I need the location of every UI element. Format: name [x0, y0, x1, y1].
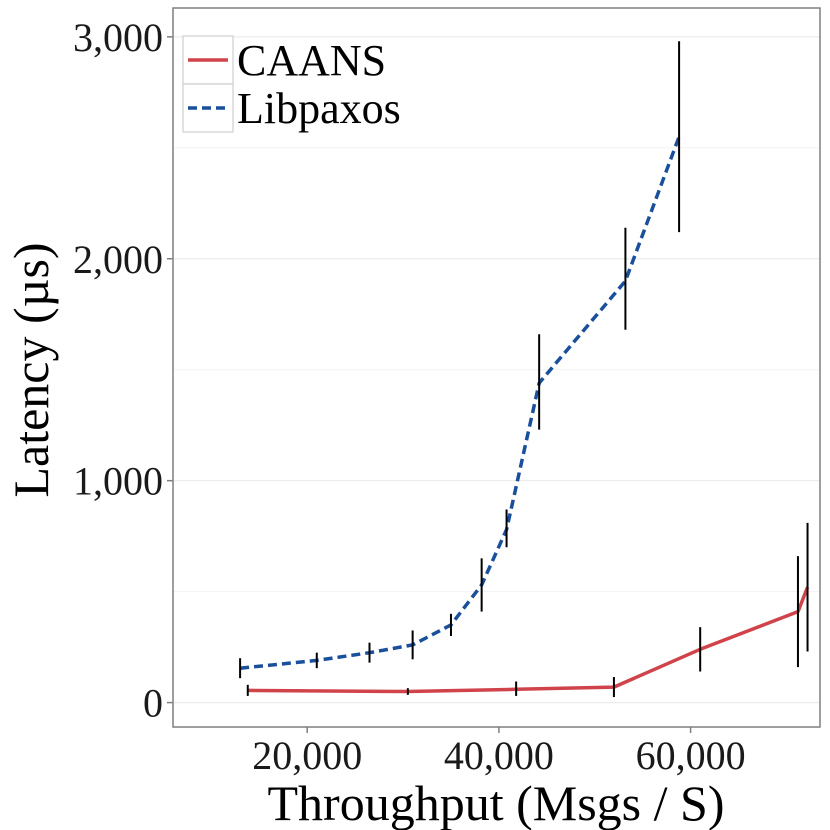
x-axis-title: Throughput (Msgs / S): [268, 775, 725, 830]
axis-ticks: 0 1,000 2,000 3,000 20,000 40,000 60,000: [73, 15, 746, 778]
y-tick-label: 3,000: [73, 15, 163, 60]
series-line-libpaxos: [239, 136, 681, 670]
x-tick-label: 40,000: [444, 733, 554, 778]
legend-label-libpaxos: Libpaxos: [237, 84, 401, 133]
error-bars: [239, 41, 809, 698]
legend-label-caans: CAANS: [237, 36, 386, 85]
plot-frame: [172, 7, 821, 728]
grid: [173, 36, 820, 704]
y-axis-title: Latency (µs): [3, 242, 59, 497]
x-tick-label: 60,000: [636, 733, 746, 778]
x-tick-label: 20,000: [252, 733, 362, 778]
y-tick-label: 1,000: [73, 459, 163, 504]
y-tick-label: 2,000: [73, 237, 163, 282]
y-tick-label: 0: [143, 681, 163, 726]
